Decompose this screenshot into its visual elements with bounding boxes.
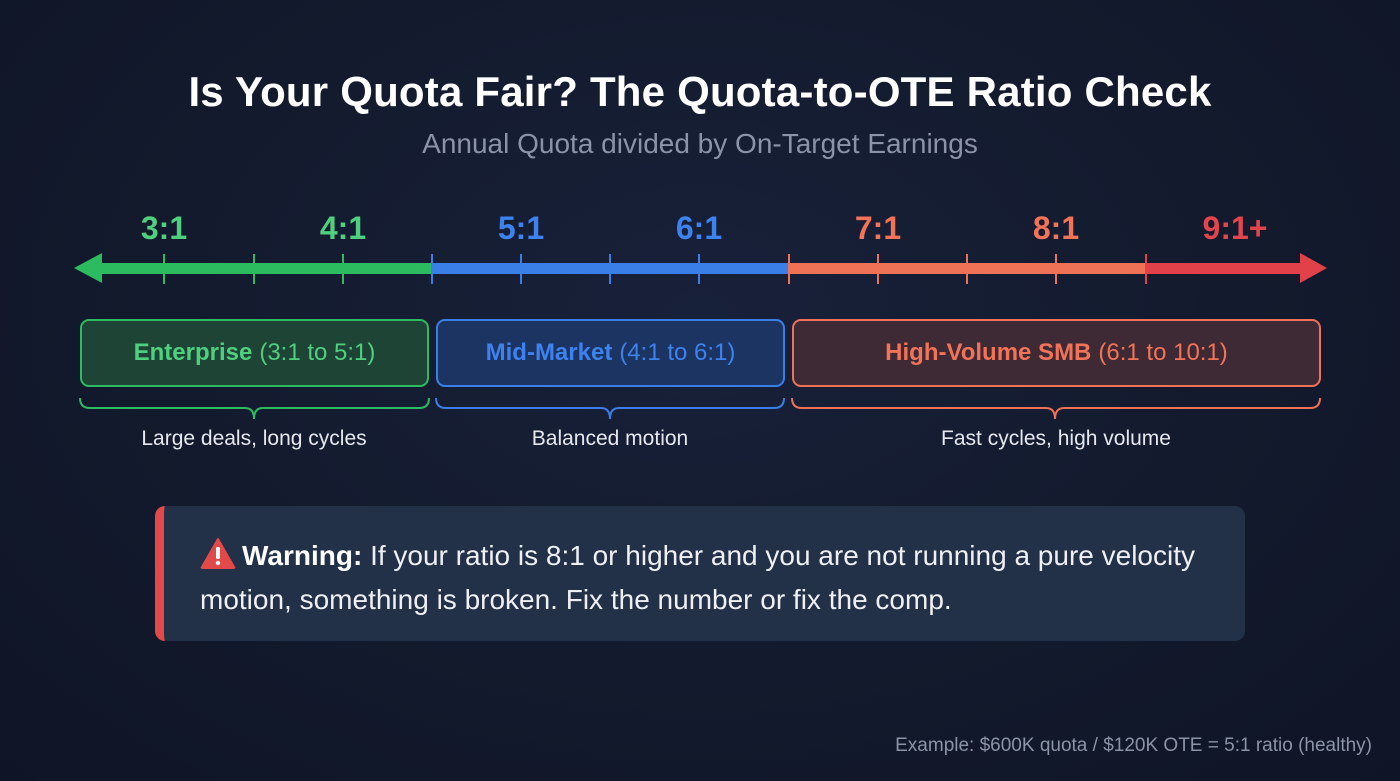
page-title: Is Your Quota Fair? The Quota-to-OTE Rat… bbox=[188, 68, 1212, 115]
segment-range: (6:1 to 10:1) bbox=[1098, 339, 1228, 366]
tick-label-3-1: 3:1 bbox=[140, 210, 188, 246]
page-subtitle: Annual Quota divided by On-Target Earnin… bbox=[422, 128, 978, 159]
segment-name: Mid-Market bbox=[485, 339, 613, 366]
warning-label: Warning: bbox=[242, 540, 363, 571]
enterprise-brace bbox=[79, 397, 430, 420]
warning-body: If your ratio is 8:1 or higher and you a… bbox=[200, 540, 1195, 615]
segment-box-enterprise: Enterprise (3:1 to 5:1) bbox=[80, 319, 429, 387]
segment-box-high-volume-smb: High-Volume SMB (6:1 to 10:1) bbox=[792, 319, 1321, 387]
warning-message: Warning: If your ratio is 8:1 or higher … bbox=[200, 536, 1210, 620]
segment-description-enterprise: Large deals, long cycles bbox=[141, 427, 367, 450]
segment-range: (3:1 to 5:1) bbox=[259, 339, 376, 366]
mid-market-brace bbox=[435, 397, 785, 420]
segment-name: Enterprise bbox=[133, 339, 253, 366]
segment-box-mid-market: Mid-Market (4:1 to 6:1) bbox=[436, 319, 785, 387]
segment-range: (4:1 to 6:1) bbox=[619, 339, 736, 366]
warning-triangle-icon bbox=[200, 537, 236, 580]
tick-label-9-1-plus: 9:1+ bbox=[1202, 210, 1268, 246]
left-arrow-icon bbox=[74, 253, 102, 283]
segment-name: High-Volume SMB bbox=[885, 339, 1092, 366]
example-footnote: Example: $600K quota / $120K OTE = 5:1 r… bbox=[895, 735, 1372, 756]
segment-description-smb: Fast cycles, high volume bbox=[941, 427, 1171, 450]
tick-label-8-1: 8:1 bbox=[1032, 210, 1080, 246]
warning-callout: Warning: If your ratio is 8:1 or higher … bbox=[155, 506, 1245, 641]
smb-brace bbox=[791, 397, 1321, 420]
tick-label-7-1: 7:1 bbox=[854, 210, 902, 246]
right-arrow-icon bbox=[1300, 253, 1327, 283]
segment-description-mid-market: Balanced motion bbox=[531, 427, 689, 450]
tick-label-6-1: 6:1 bbox=[675, 210, 723, 246]
tick-label-5-1: 5:1 bbox=[497, 210, 545, 246]
tick-label-4-1: 4:1 bbox=[319, 210, 367, 246]
